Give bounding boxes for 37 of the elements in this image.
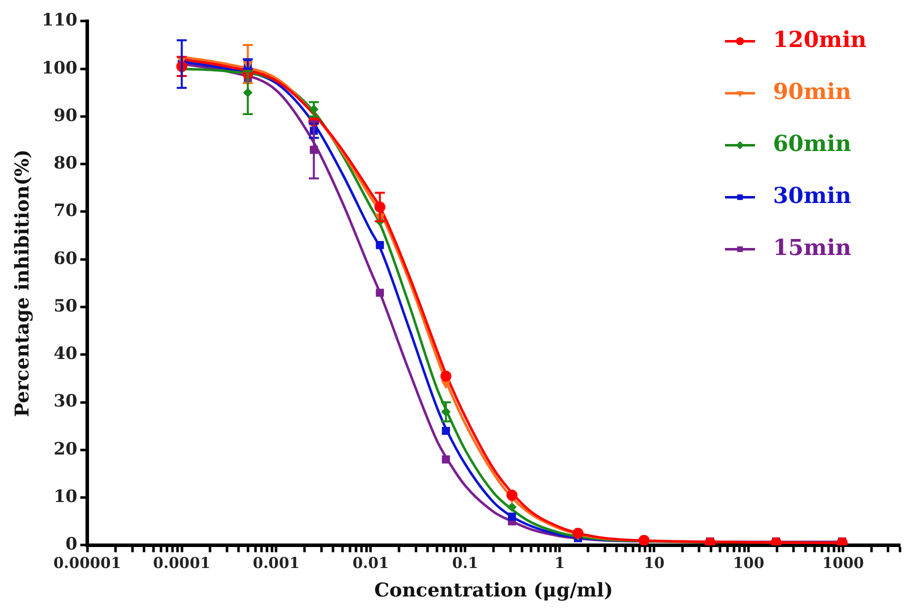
x-tick-label: 10 bbox=[644, 554, 665, 572]
y-tick-label: 50 bbox=[54, 296, 78, 316]
legend-label: 15min bbox=[773, 234, 852, 261]
point bbox=[376, 241, 384, 250]
point bbox=[638, 534, 650, 546]
y-tick-label: 90 bbox=[54, 106, 78, 126]
y-tick-label: 110 bbox=[42, 10, 78, 31]
legend-label: 30min bbox=[773, 182, 852, 209]
x-tick-label: 0.001 bbox=[252, 554, 300, 572]
y-tick-label: 80 bbox=[54, 154, 78, 174]
point bbox=[572, 528, 584, 539]
y-tick-label: 100 bbox=[42, 58, 78, 78]
x-tick-label: 0.0001 bbox=[153, 554, 210, 572]
x-tick-label: 0.01 bbox=[352, 554, 389, 572]
x-axis-title: Concentration (μg/ml) bbox=[374, 580, 613, 602]
y-tick-label: 70 bbox=[54, 201, 78, 222]
y-tick-label: 30 bbox=[54, 392, 78, 412]
legend-label: 90min bbox=[773, 78, 852, 105]
legend-label: 120min bbox=[773, 26, 867, 53]
y-tick-label: 40 bbox=[54, 344, 78, 364]
point bbox=[508, 512, 516, 521]
y-tick-label: 0 bbox=[65, 534, 78, 555]
x-tick-label: 0.00001 bbox=[53, 554, 122, 572]
y-tick-label: 10 bbox=[54, 486, 78, 507]
x-tick-label: 1000 bbox=[822, 554, 864, 572]
y-axis-title: Percentage inhibition(%) bbox=[11, 149, 34, 417]
point bbox=[442, 426, 450, 435]
y-tick-label: 20 bbox=[54, 439, 78, 460]
legend-label: 60min bbox=[773, 130, 852, 157]
point bbox=[440, 370, 452, 382]
x-tick-label: 100 bbox=[732, 554, 764, 572]
point bbox=[506, 490, 518, 501]
x-tick-label: 0.1 bbox=[452, 554, 478, 572]
x-tick-label: 1 bbox=[554, 554, 565, 572]
point bbox=[441, 380, 451, 389]
point bbox=[507, 502, 516, 512]
y-tick-label: 60 bbox=[54, 248, 78, 269]
